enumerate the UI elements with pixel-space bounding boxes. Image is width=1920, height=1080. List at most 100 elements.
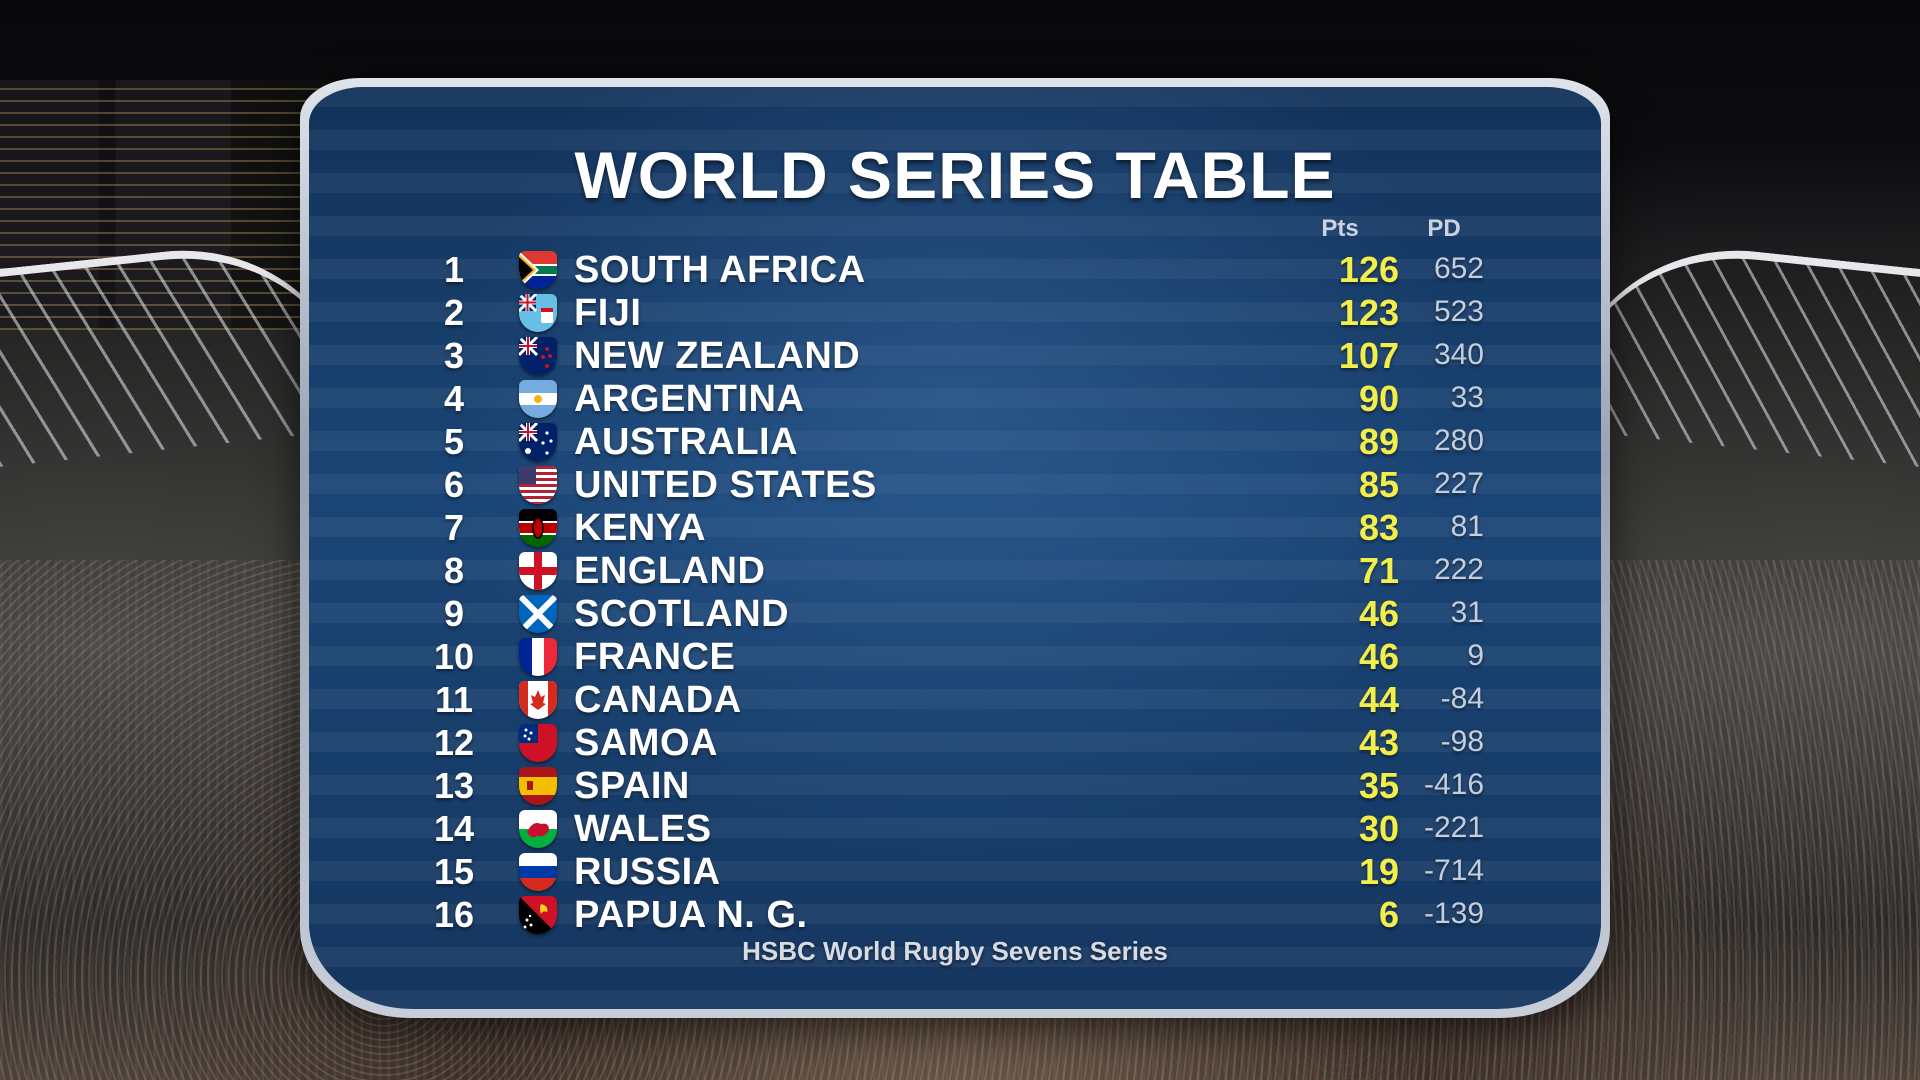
standings-panel: WORLD SERIES TABLE Pts PD 1 SOUTH AFRICA 1… (309, 87, 1601, 1009)
table-row: 12 SAMOA 43 -98 (309, 720, 1601, 764)
points-value: 30 (1358, 808, 1399, 849)
points-difference-value: 222 (1433, 553, 1484, 586)
points-difference-value: 652 (1433, 252, 1484, 285)
new-zealand-flag (519, 337, 557, 375)
rank-number: 5 (443, 421, 465, 462)
russia-flag (519, 853, 557, 891)
points-value: 85 (1358, 464, 1399, 505)
points-difference-value: -84 (1440, 682, 1484, 715)
table-row: 16 PAPUA N. G. 6 -139 (309, 892, 1601, 936)
points-value: 71 (1358, 550, 1399, 591)
team-name: RUSSIA (574, 851, 721, 893)
points-value: 89 (1358, 421, 1399, 462)
points-value: 19 (1358, 851, 1399, 892)
table-row: 15 RUSSIA 19 -714 (309, 849, 1601, 893)
points-value: 35 (1358, 765, 1399, 806)
samoa-flag (519, 724, 557, 762)
table-row: 5 AUSTRALIA 89 280 (309, 419, 1601, 463)
rank-number: 9 (443, 593, 465, 634)
points-value: 6 (1378, 894, 1399, 935)
australia-flag (519, 423, 557, 461)
table-row: 8 ENGLAND 71 222 (309, 548, 1601, 592)
table-row: 1 SOUTH AFRICA 126 652 (309, 247, 1601, 291)
series-footer: HSBC World Rugby Sevens Series (742, 936, 1168, 966)
points-value: 44 (1358, 679, 1399, 720)
points-difference-value: 31 (1450, 596, 1484, 629)
table-row: 4 ARGENTINA 90 33 (309, 376, 1601, 420)
points-difference-value: 9 (1467, 639, 1484, 672)
points-difference-value: -221 (1423, 811, 1484, 844)
points-value: 126 (1338, 249, 1399, 290)
points-difference-value: 523 (1433, 295, 1484, 328)
points-difference-value: -139 (1423, 897, 1484, 930)
table-row: 14 WALES 30 -221 (309, 806, 1601, 850)
team-name: CANADA (574, 679, 742, 721)
table-row: 10 FRANCE 46 9 (309, 634, 1601, 678)
team-name: WALES (574, 808, 712, 850)
points-difference-value: 227 (1433, 467, 1484, 500)
points-value: 46 (1358, 593, 1399, 634)
rank-number: 13 (433, 765, 475, 806)
united-states-flag (519, 466, 557, 504)
team-name: AUSTRALIA (574, 421, 799, 463)
points-value: 107 (1338, 335, 1399, 376)
team-name: PAPUA N. G. (574, 894, 808, 936)
team-name: SCOTLAND (574, 593, 790, 635)
points-difference-value: 280 (1433, 424, 1484, 457)
rank-number: 6 (443, 464, 465, 505)
rank-number: 14 (433, 808, 475, 849)
table-row: 6 UNITED STATES 85 227 (309, 462, 1601, 506)
fiji-flag (519, 294, 557, 332)
table-row: 2 FIJI 123 523 (309, 290, 1601, 334)
points-difference-value: -714 (1423, 854, 1484, 887)
points-difference-value: 33 (1450, 381, 1484, 414)
rank-number: 11 (434, 679, 474, 720)
papua-new-guinea-flag (519, 896, 557, 934)
rank-number: 3 (443, 335, 465, 376)
team-name: FRANCE (574, 636, 736, 678)
scotland-flag (519, 595, 557, 633)
team-name: ENGLAND (574, 550, 766, 592)
rank-number: 16 (433, 894, 475, 935)
points-difference-column-header: PD (1427, 215, 1461, 242)
points-value: 83 (1358, 507, 1399, 548)
rank-number: 4 (443, 378, 465, 419)
points-value: 43 (1358, 722, 1399, 763)
background-stadium-roof-right (1560, 231, 1920, 467)
rank-number: 12 (433, 722, 475, 763)
team-name: SOUTH AFRICA (574, 249, 866, 291)
points-difference-value: 340 (1433, 338, 1484, 371)
team-name: KENYA (574, 507, 707, 549)
team-name: SPAIN (574, 765, 690, 807)
standings-board: WORLD SERIES TABLE Pts PD 1 SOUTH AFRICA 1… (300, 78, 1610, 1018)
points-difference-value: 81 (1450, 510, 1484, 543)
table-row: 11 CANADA 44 -84 (309, 677, 1601, 721)
points-difference-value: -98 (1440, 725, 1484, 758)
rank-number: 15 (433, 851, 475, 892)
points-value: 46 (1358, 636, 1399, 677)
rank-number: 10 (433, 636, 475, 677)
table-row: 13 SPAIN 35 -416 (309, 763, 1601, 807)
team-name: ARGENTINA (574, 378, 805, 420)
kenya-flag (519, 509, 557, 547)
south-africa-flag (519, 251, 557, 289)
spain-flag (519, 767, 557, 805)
rank-number: 8 (443, 550, 465, 591)
table-row: 3 NEW ZEALAND 107 340 (309, 333, 1601, 377)
rank-number: 2 (443, 292, 465, 333)
france-flag (519, 638, 557, 676)
canada-flag (519, 681, 557, 719)
rank-number: 1 (443, 249, 465, 290)
table-row: 7 KENYA 83 81 (309, 505, 1601, 549)
table-row: 9 SCOTLAND 46 31 (309, 591, 1601, 635)
team-name: UNITED STATES (574, 464, 877, 506)
points-column-header: Pts (1321, 215, 1359, 242)
team-name: FIJI (574, 292, 642, 334)
points-value: 123 (1338, 292, 1399, 333)
points-difference-value: -416 (1423, 768, 1484, 801)
points-value: 90 (1358, 378, 1399, 419)
board-title: WORLD SERIES TABLE (574, 138, 1336, 212)
wales-flag (519, 810, 557, 848)
argentina-flag (519, 380, 557, 418)
team-name: NEW ZEALAND (574, 335, 861, 377)
